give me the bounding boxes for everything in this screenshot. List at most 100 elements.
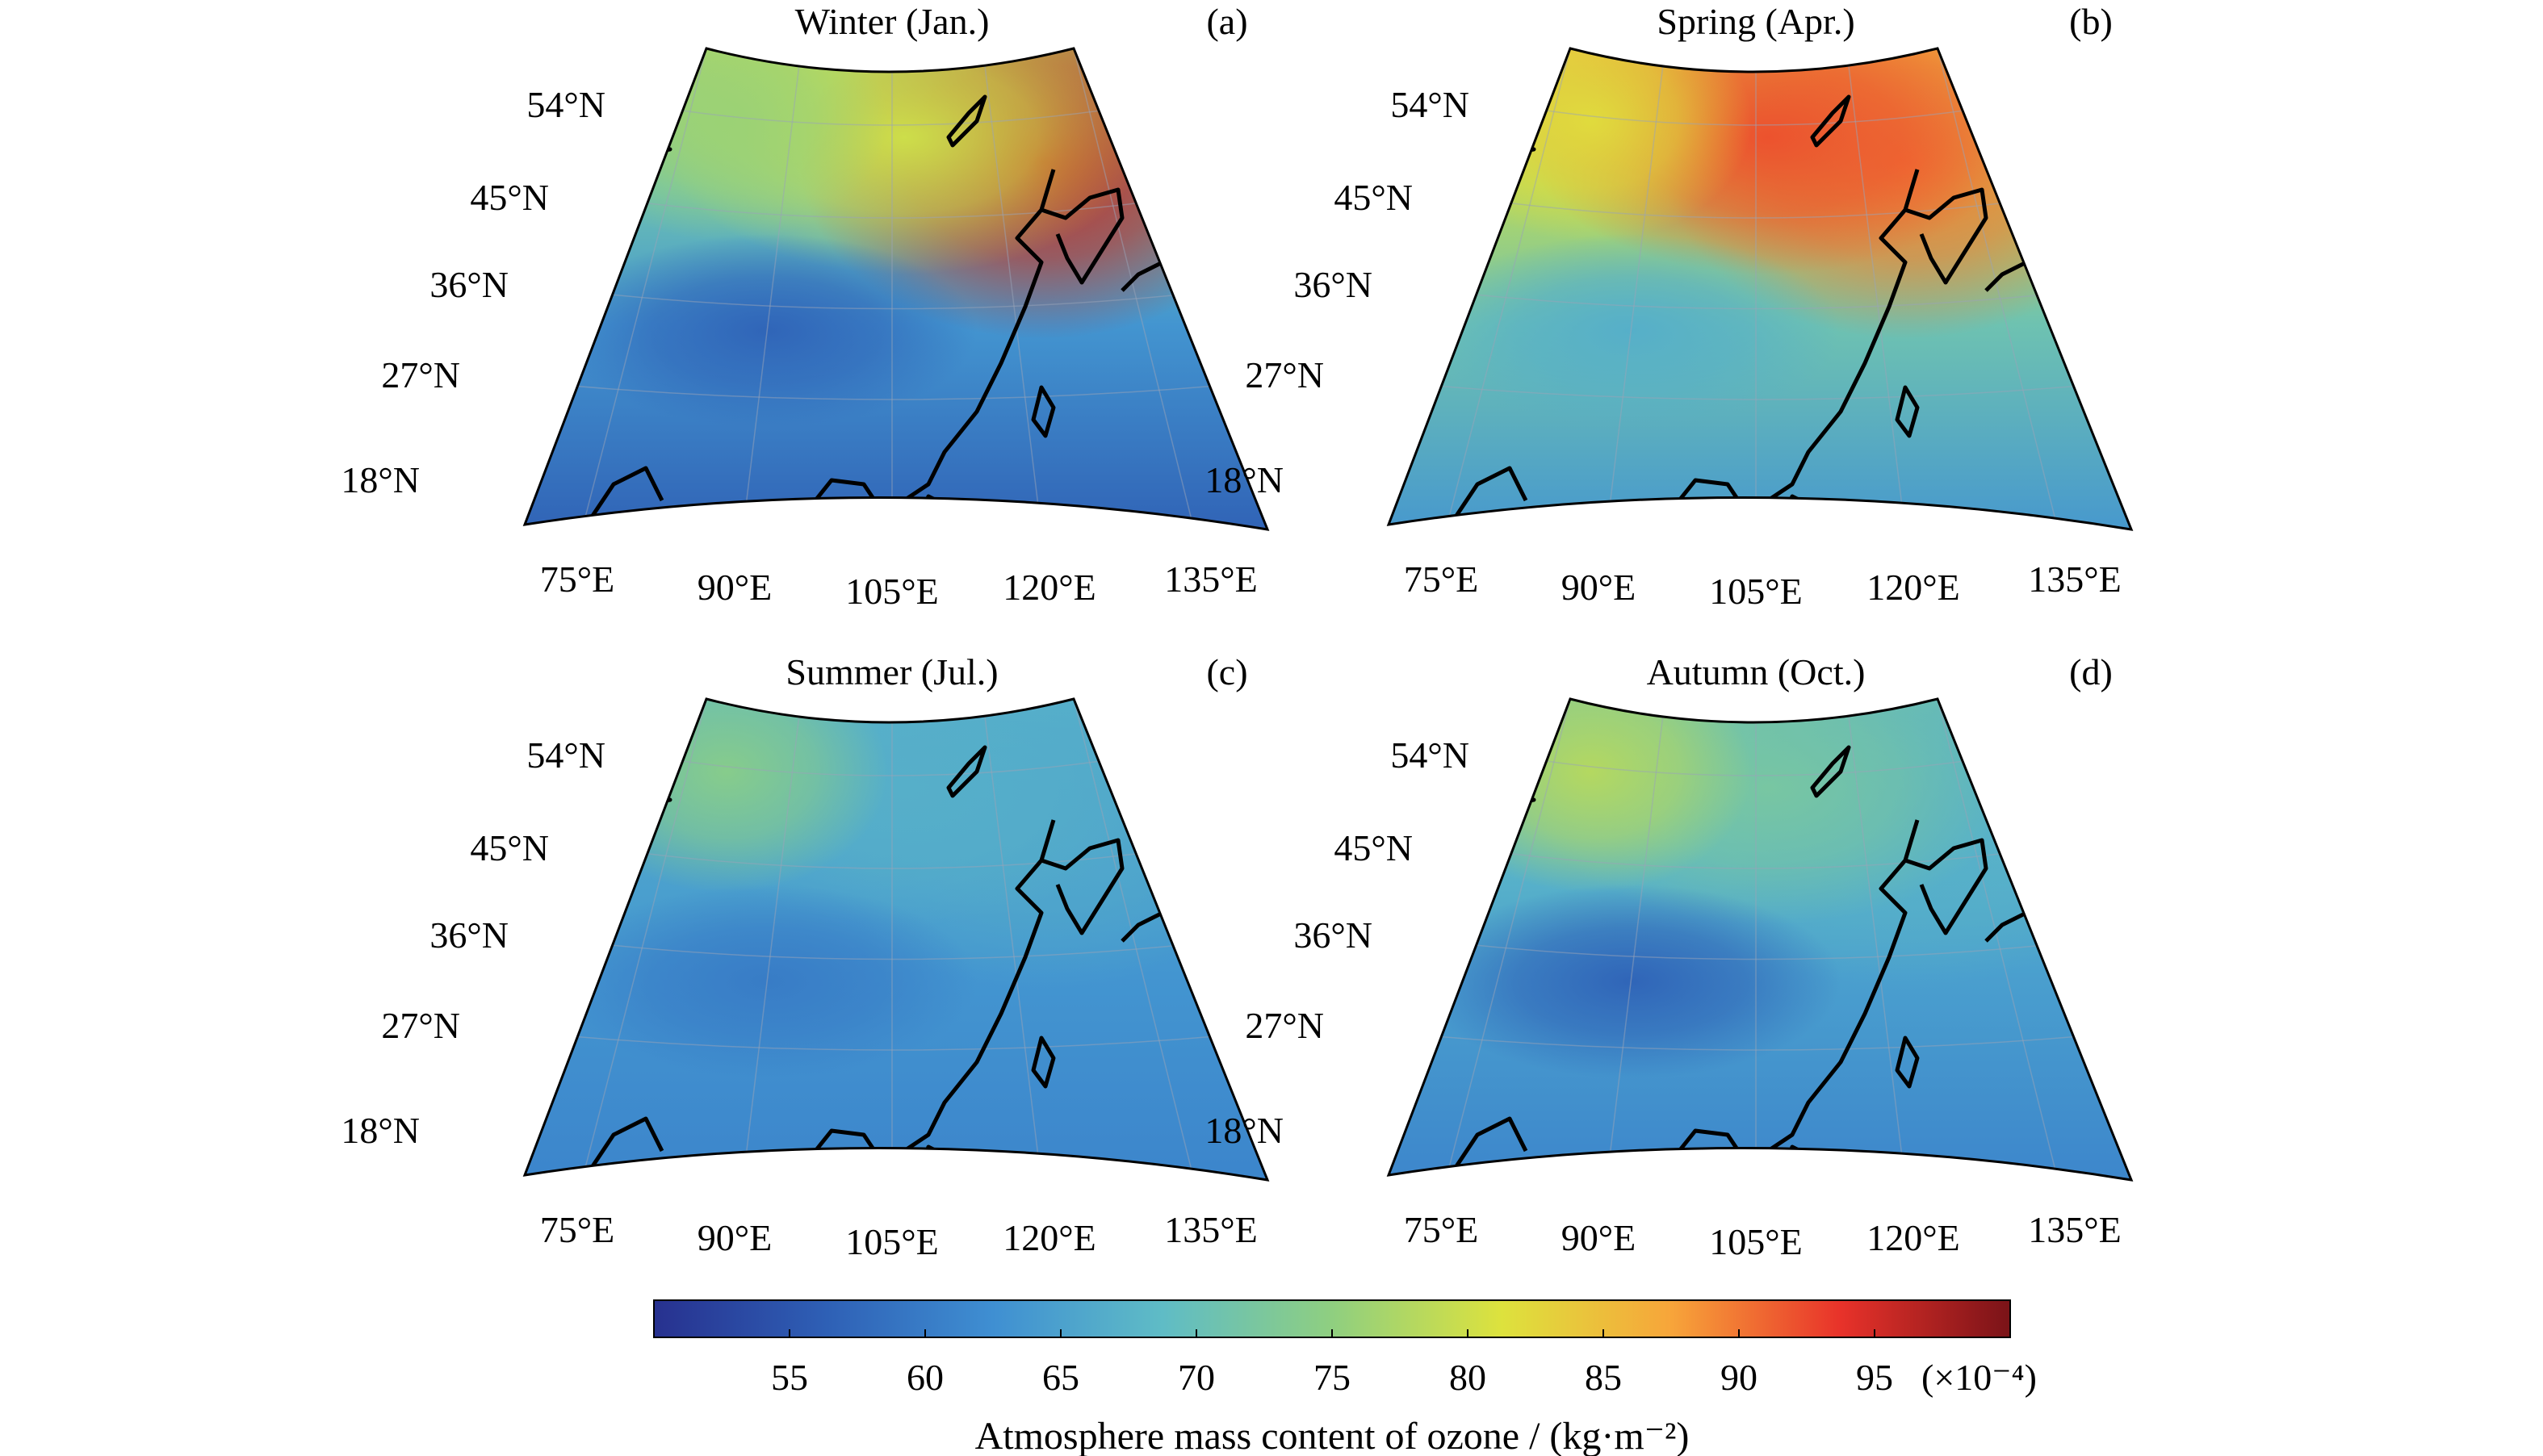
panel-title: Spring (Apr.) <box>1657 1 1854 42</box>
parallel-line <box>1509 104 2003 126</box>
coastline-path <box>2033 119 2069 154</box>
panel-letter: (a) <box>1206 1 1247 42</box>
lon-tick-label: 135°E <box>1164 559 1258 600</box>
meridian-line <box>1073 699 1196 1180</box>
coastline-path <box>1810 94 1851 148</box>
map-frame <box>522 697 1270 1182</box>
parallel-line <box>572 290 1220 310</box>
lon-tick-label: 75°E <box>540 559 615 600</box>
coastline-path <box>619 139 672 156</box>
lat-tick-label: 45°N <box>470 177 549 218</box>
lat-tick-label: 27°N <box>1245 354 1324 395</box>
colorbar-tick-label: 95 <box>1856 1357 1893 1398</box>
parallel-line <box>645 104 1139 126</box>
meridian-line <box>1606 714 1664 1180</box>
coastline-path <box>1041 838 1125 935</box>
lon-tick-label: 105°E <box>845 1221 939 1262</box>
coastline-path <box>1031 385 1056 438</box>
panel-title: Autumn (Oct.) <box>1647 651 1866 692</box>
lat-tick-label: 45°N <box>470 827 549 868</box>
meridian-line <box>1444 699 1571 1180</box>
lon-tick-label: 75°E <box>1404 559 1479 600</box>
coastline-path <box>918 494 947 527</box>
coastline-path <box>946 94 987 148</box>
meridian-line <box>1444 48 1571 529</box>
ozone-field <box>1389 48 2131 529</box>
coastline-path <box>2033 769 2069 805</box>
coastline-path <box>1483 139 1536 156</box>
colorbar-unit-label: (×10⁻⁴) <box>1921 1357 2037 1398</box>
meridian-line <box>1073 48 1196 529</box>
parallel-line <box>645 755 1139 776</box>
meridian-line <box>1848 65 1906 529</box>
parallel-line <box>544 383 1244 400</box>
lat-tick-label: 18°N <box>1204 459 1284 500</box>
coastline-path <box>946 745 987 798</box>
coastline-path <box>1766 169 1920 503</box>
lon-tick-label: 75°E <box>540 1209 615 1250</box>
map-panel-b: Spring (Apr.) (b) 54°N 45°N 36°N 27°N 18°N 75°E… <box>1204 1 2134 612</box>
colorbar-title: Atmosphere mass content of ozone / (kg·m… <box>975 1415 1690 1456</box>
parallel-line <box>1436 940 2084 960</box>
colorbar-tick-label: 65 <box>1042 1357 1079 1398</box>
meridian-line <box>742 714 800 1180</box>
parallel-line <box>1509 755 2003 776</box>
graticule <box>1408 48 2108 529</box>
lon-tick-label: 120°E <box>1866 567 1960 608</box>
lon-tick-label: 105°E <box>1709 1221 1803 1262</box>
panel-letter: (b) <box>2069 1 2113 42</box>
map-panel-a: Winter (Jan.) (a) 54°N 45°N 36°N 27°N 18°N 75°E… <box>341 1 1270 612</box>
graticule <box>1408 699 2108 1180</box>
map-panels: Winter (Jan.) (a) 54°N 45°N 36°N 27°N 18°N 75°E… <box>341 1 2134 1262</box>
coastline-path <box>1810 745 1851 798</box>
lat-tick-label: 18°N <box>341 1110 420 1151</box>
lat-tick-label: 18°N <box>1204 1110 1284 1151</box>
lat-tick-label: 18°N <box>341 459 420 500</box>
lon-tick-label: 90°E <box>698 1217 773 1258</box>
lon-tick-label: 90°E <box>1561 567 1636 608</box>
meridian-line <box>984 716 1042 1180</box>
map-frame <box>1386 47 2134 531</box>
lon-tick-label: 105°E <box>1709 571 1803 612</box>
lon-tick-label: 135°E <box>2028 559 2122 600</box>
lat-tick-label: 36°N <box>429 264 509 305</box>
lat-tick-label: 54°N <box>526 734 605 776</box>
colorbar-tick-label: 90 <box>1720 1357 1757 1398</box>
lat-tick-label: 36°N <box>1293 914 1372 956</box>
graticule <box>544 699 1244 1180</box>
coastline-path <box>1782 1144 1811 1178</box>
lon-tick-label: 75°E <box>1404 1209 1479 1250</box>
lat-tick-label: 27°N <box>381 1005 460 1046</box>
colorbar-ticks: 55 60 65 70 75 80 85 90 95 <box>771 1329 1893 1398</box>
coastline-path <box>1895 1036 1920 1089</box>
panel-letter: (c) <box>1206 651 1247 692</box>
map-panel-c: Summer (Jul.) (c) 54°N 45°N 36°N 27°N 18°N 75°E… <box>341 651 1270 1262</box>
lon-tick-label: 135°E <box>1164 1209 1258 1250</box>
meridian-line <box>580 699 707 1180</box>
coastline-path <box>1041 187 1125 285</box>
meridian-line <box>1606 64 1664 529</box>
meridian-line <box>580 48 707 529</box>
lon-tick-label: 90°E <box>698 567 773 608</box>
parallel-line <box>1408 383 2108 400</box>
map-frame <box>522 47 1270 531</box>
lat-tick-label: 36°N <box>429 914 509 956</box>
meridian-line <box>984 65 1042 529</box>
coastline-path <box>903 169 1056 503</box>
coastline-path <box>1031 1036 1056 1089</box>
map-frame <box>1386 697 2134 1182</box>
parallel-line <box>572 940 1220 960</box>
colorbar: 55 60 65 70 75 80 85 90 95 (×10⁻⁴) Atmosphere ma… <box>653 1299 2037 1456</box>
coastlines <box>1443 722 2069 1180</box>
coastline-path <box>1782 494 1811 527</box>
coastline-path <box>579 1116 664 1180</box>
lon-tick-label: 90°E <box>1561 1217 1636 1258</box>
lon-tick-label: 120°E <box>1003 1217 1096 1258</box>
graticule <box>544 48 1244 529</box>
colorbar-tick-label: 70 <box>1178 1357 1215 1398</box>
meridian-line <box>1937 699 2059 1180</box>
meridian-line <box>1848 716 1906 1180</box>
coastline-path <box>1904 187 1988 285</box>
colorbar-tick-label: 85 <box>1585 1357 1622 1398</box>
